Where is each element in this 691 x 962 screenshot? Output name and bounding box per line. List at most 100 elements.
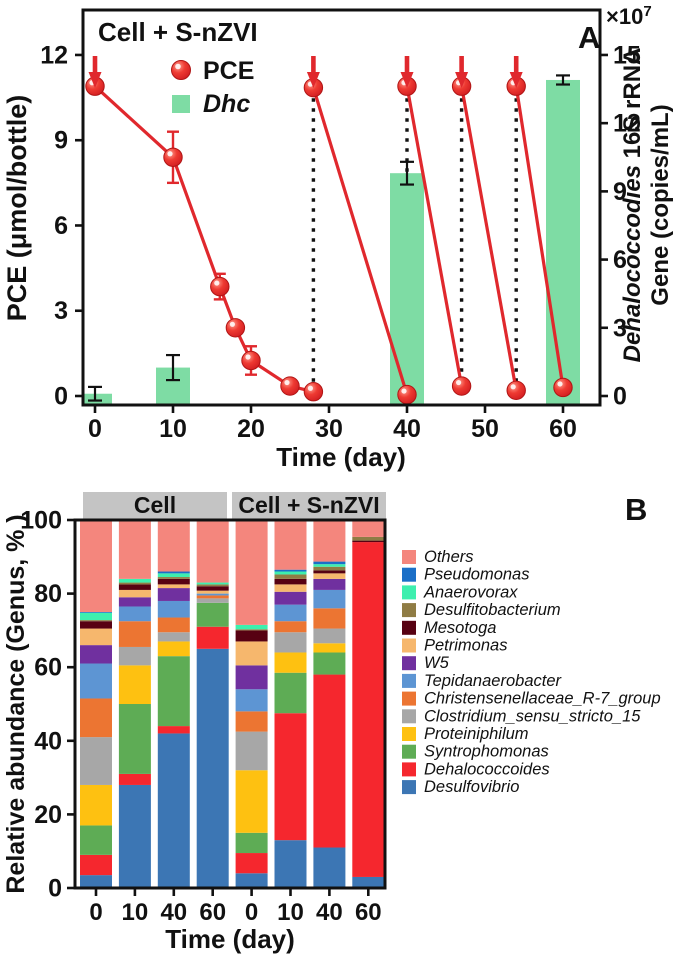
panel-a-ticks: 0 3 6 9 12 0 3 6 9 12 15 0 10 20 30 40 50 60: [40, 41, 641, 443]
right-axis-tick-label: 9: [613, 178, 627, 206]
stack-segment-tepidanaerobacter: [157, 600, 190, 618]
pce-point: [451, 376, 472, 396]
right-axis-tick-label: 12: [613, 110, 641, 138]
panel-a-letter: A: [578, 20, 600, 55]
stack-segment-proteiniphilum: [235, 770, 268, 833]
x-axis-tick-label: 60: [549, 415, 577, 443]
stack-segment-dehalococcoides: [313, 674, 346, 848]
stack-segment-desulfovibrio: [157, 733, 190, 888]
x-axis-tick-label: 10: [277, 899, 304, 926]
legend-swatch-pseudomonas: [402, 567, 416, 582]
pce-line: [405, 85, 464, 387]
stack-segment-mesotoga: [80, 621, 112, 629]
panel-a-right-axis-label-line1: Dehalococcodies 16S rRNA: [619, 48, 646, 363]
panel-b-y-axis-label: Relative abundance (Genus, % ): [2, 514, 30, 893]
spike-arrow-head: [455, 72, 469, 88]
stack-segment-others: [157, 520, 190, 572]
stack-segment-desulfovibrio: [235, 873, 268, 888]
pce-point: [303, 382, 324, 402]
stack-segment-mesotoga: [313, 570, 346, 574]
y-axis-tick-label: 80: [34, 580, 62, 608]
stack-segment-syntrophomonas: [274, 672, 307, 714]
legend-label-tepidanaerobacter: Tepidanaerobacter: [424, 672, 563, 690]
pce-point-highlight: [456, 379, 462, 386]
legend-dhc-label: Dhc: [203, 90, 250, 118]
stack-segment-christensenellaceae_r-7_group: [274, 621, 307, 633]
x-axis-tick-label: 50: [471, 415, 499, 443]
panel-b-frame: [73, 518, 387, 890]
legend-swatch-others: [402, 550, 416, 564]
stack-segment-proteiniphilum: [313, 643, 346, 653]
x-axis-tick-label: 40: [316, 899, 343, 926]
stack-segment-christensenellaceae_r-7_group: [80, 698, 112, 738]
stack-segment-anaerovorax: [313, 564, 346, 567]
x-axis-tick-label: 10: [122, 899, 149, 926]
group-header-snzvi-label: Cell + S-nZVI: [238, 492, 379, 518]
stack-segment-others: [80, 520, 112, 612]
stack-segment-petrimonas: [80, 628, 112, 646]
pce-point: [280, 376, 300, 396]
stack-segment-mesotoga: [118, 584, 151, 590]
panel-a-legend: PCE Dhc: [171, 57, 254, 118]
left-axis-tick-label: 3: [54, 297, 68, 325]
pce-point-highlight: [307, 385, 313, 391]
stack-segment-desulfovibrio: [352, 876, 385, 888]
pce-point-highlight: [167, 151, 173, 157]
stack-segment-syntrophomonas: [235, 832, 268, 854]
stack-segment-petrimonas: [118, 589, 151, 598]
x-axis-tick-label: 40: [393, 415, 421, 443]
group-header-cell-label: Cell: [134, 492, 176, 518]
stack-segment-pseudomonas: [80, 612, 112, 613]
legend-label-desulfovibrio: Desulfovibrio: [424, 778, 519, 796]
panel-b-ticks: 0 20 40 60 80 100 0 10 40 60 0 10 40 60: [20, 507, 381, 927]
stack-segment-w5: [274, 591, 307, 605]
stack-segment-desulfovibrio: [80, 875, 112, 888]
stack-segment-pseudomonas: [313, 561, 346, 565]
stack-segment-proteiniphilum: [157, 641, 190, 657]
stack-segment-mesotoga: [352, 540, 385, 543]
right-axis-tick-label: 6: [613, 246, 627, 274]
x-axis-tick-label: 60: [355, 899, 382, 926]
stack-segment-desulfovibrio: [274, 840, 307, 888]
stack-segment-desulfitobacterium: [118, 582, 151, 585]
stack-segment-desulfovibrio: [196, 648, 229, 888]
legend-swatch-syntrophomonas: [402, 744, 416, 759]
spike-arrow-head: [306, 72, 320, 88]
legend-dhc-marker: [172, 95, 190, 113]
stack-segment-desulfitobacterium: [274, 574, 307, 579]
right-axis-tick-label: 15: [613, 41, 641, 69]
stack-segment-tepidanaerobacter: [274, 604, 307, 622]
stack-segment-petrimonas: [157, 584, 190, 589]
stack-segment-syntrophomonas: [157, 656, 190, 727]
panel-b-legend: OthersPseudomonasAnaerovoraxDesulfitobac…: [402, 548, 661, 796]
stack-segment-dehalococcoides: [80, 854, 112, 876]
legend-swatch-dehalococcoides: [402, 762, 416, 777]
stack-segment-clostridium_sensu_stricto_15: [274, 632, 307, 653]
pce-point-highlight: [557, 381, 563, 387]
legend-swatch-mesotoga: [402, 620, 416, 635]
legend-label-anaerovorax: Anaerovorax: [423, 583, 518, 601]
legend-label-dehalococcoides: Dehalococcoides: [424, 760, 550, 778]
x-axis-tick-label: 20: [237, 415, 265, 443]
stack-segment-clostridium_sensu_stricto_15: [235, 731, 268, 771]
stack-segment-clostridium_sensu_stricto_15: [196, 598, 229, 603]
pce-point-highlight: [401, 388, 407, 394]
stack-segment-petrimonas: [196, 590, 229, 594]
legend-pce-marker: [171, 60, 191, 80]
stack-segment-petrimonas: [313, 573, 346, 579]
stack-segment-desulfovibrio: [313, 847, 346, 888]
legend-swatch-w5: [402, 656, 416, 671]
dhc-bar: [84, 393, 112, 404]
stack-segment-others: [352, 520, 385, 537]
legend-swatch-tepidanaerobacter: [402, 673, 416, 688]
stack-segment-christensenellaceae_r-7_group: [118, 621, 151, 647]
stack-segment-proteiniphilum: [80, 784, 112, 826]
stack-segment-mesotoga: [274, 578, 307, 585]
panel-b-x-axis-label: Time (day): [165, 924, 295, 954]
legend-swatch-anaerovorax: [402, 585, 416, 600]
spike-arrow-head: [88, 72, 102, 88]
legend-label-w5: W5: [424, 654, 450, 672]
legend-label-desulfitobacterium: Desulfitobacterium: [424, 601, 561, 619]
x-axis-tick-label: 40: [160, 899, 187, 926]
